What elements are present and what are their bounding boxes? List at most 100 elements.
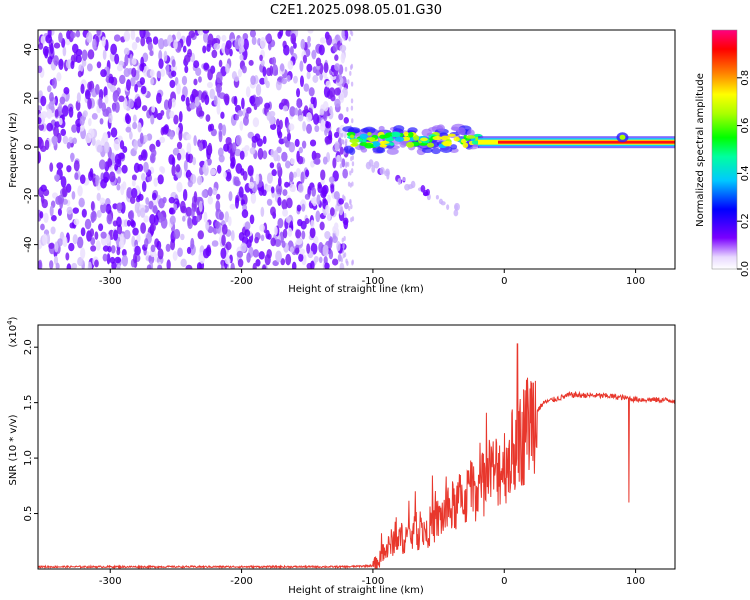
noise-cell [287, 131, 291, 142]
noise-cell [60, 176, 67, 188]
noise-cell [112, 90, 118, 103]
noise-cell [333, 191, 340, 200]
noise-cell [46, 108, 53, 120]
noise-cell [180, 94, 186, 102]
noise-cell [129, 219, 135, 227]
noise-cell [80, 83, 85, 95]
noise-cell [313, 158, 321, 165]
noise-cell [90, 201, 95, 211]
noise-cell [186, 169, 192, 178]
noise-cell [186, 35, 192, 47]
noise-cell [206, 81, 213, 89]
noise-cell [142, 52, 149, 63]
noise-cell [141, 105, 148, 112]
noise-cell [40, 111, 48, 119]
noise-cell [87, 97, 92, 110]
noise-cell [328, 249, 334, 260]
noise-cell [54, 109, 59, 118]
noise-cell [209, 123, 215, 131]
noise-cell [203, 62, 210, 71]
noise-cell [312, 74, 319, 83]
noise-cell [237, 68, 243, 78]
noise-cell [265, 184, 273, 192]
noise-cell [77, 185, 83, 197]
noise-cell [147, 42, 153, 51]
noise-cell [122, 97, 128, 110]
noise-cell [157, 211, 162, 220]
noise-cell [185, 264, 193, 269]
noise-cell [270, 206, 276, 216]
noise-cell [193, 191, 198, 203]
noise-cell [213, 42, 221, 50]
noise-cell [301, 203, 306, 212]
band-cell [386, 172, 390, 180]
noise-cell [56, 72, 62, 82]
noise-cell [140, 173, 146, 182]
noise-cell [279, 119, 283, 130]
noise-cell [334, 141, 340, 152]
noise-cell [140, 56, 144, 68]
x-tick-label: -300 [99, 576, 122, 587]
noise-cell [202, 30, 210, 34]
noise-cell [126, 79, 131, 91]
noise-cell [349, 70, 352, 76]
noise-cell [281, 78, 287, 85]
noise-cell [168, 154, 175, 165]
noise-cell [343, 117, 349, 124]
noise-cell [116, 64, 124, 72]
noise-cell [133, 252, 138, 264]
noise-cell [39, 211, 44, 219]
noise-cell [47, 85, 52, 93]
band-cell [440, 201, 446, 206]
noise-cell [117, 176, 121, 184]
noise-cell [234, 148, 242, 157]
noise-cell [90, 211, 97, 222]
noise-cell [304, 193, 311, 200]
noise-cell [309, 139, 317, 147]
noise-cell [66, 206, 73, 215]
noise-cell [121, 248, 127, 257]
noise-cell [269, 162, 275, 169]
noise-cell [186, 142, 192, 155]
noise-cell [284, 181, 290, 188]
spectrogram-y-ticks: -40 -20 0 20 40 [23, 43, 38, 253]
noise-cell [89, 168, 94, 178]
band-cell [421, 147, 433, 153]
noise-cell [289, 45, 294, 56]
noise-cell [347, 79, 350, 85]
noise-cell [240, 242, 247, 253]
noise-cell [296, 88, 301, 98]
noise-cell [230, 262, 235, 269]
noise-cell [157, 264, 163, 269]
noise-cell [291, 261, 297, 269]
noise-cell [76, 236, 84, 249]
noise-cell [266, 172, 273, 184]
noise-cell [140, 222, 147, 234]
noise-cell [84, 89, 91, 100]
noise-cell [207, 196, 214, 205]
noise-cell [295, 238, 303, 246]
band-cell [471, 140, 480, 145]
noise-cell [184, 65, 189, 74]
noise-cell [144, 237, 149, 248]
noise-cell [252, 249, 260, 258]
band-cell [379, 143, 387, 148]
noise-cell [332, 157, 337, 169]
noise-cell [75, 30, 81, 38]
noise-cell [102, 49, 107, 61]
noise-cell [70, 152, 75, 163]
noise-cell [181, 75, 188, 86]
noise-cell [53, 126, 60, 138]
noise-cell [66, 165, 72, 173]
noise-cell [125, 126, 132, 133]
noise-cell [121, 254, 128, 267]
noise-cell [155, 139, 161, 148]
noise-cell [72, 137, 78, 145]
noise-cell [332, 43, 338, 53]
noise-cell [105, 203, 112, 215]
noise-cell [77, 256, 84, 267]
noise-cell [335, 74, 341, 83]
noise-cell [116, 87, 121, 95]
noise-cell [79, 174, 86, 185]
noise-cell [281, 240, 286, 248]
